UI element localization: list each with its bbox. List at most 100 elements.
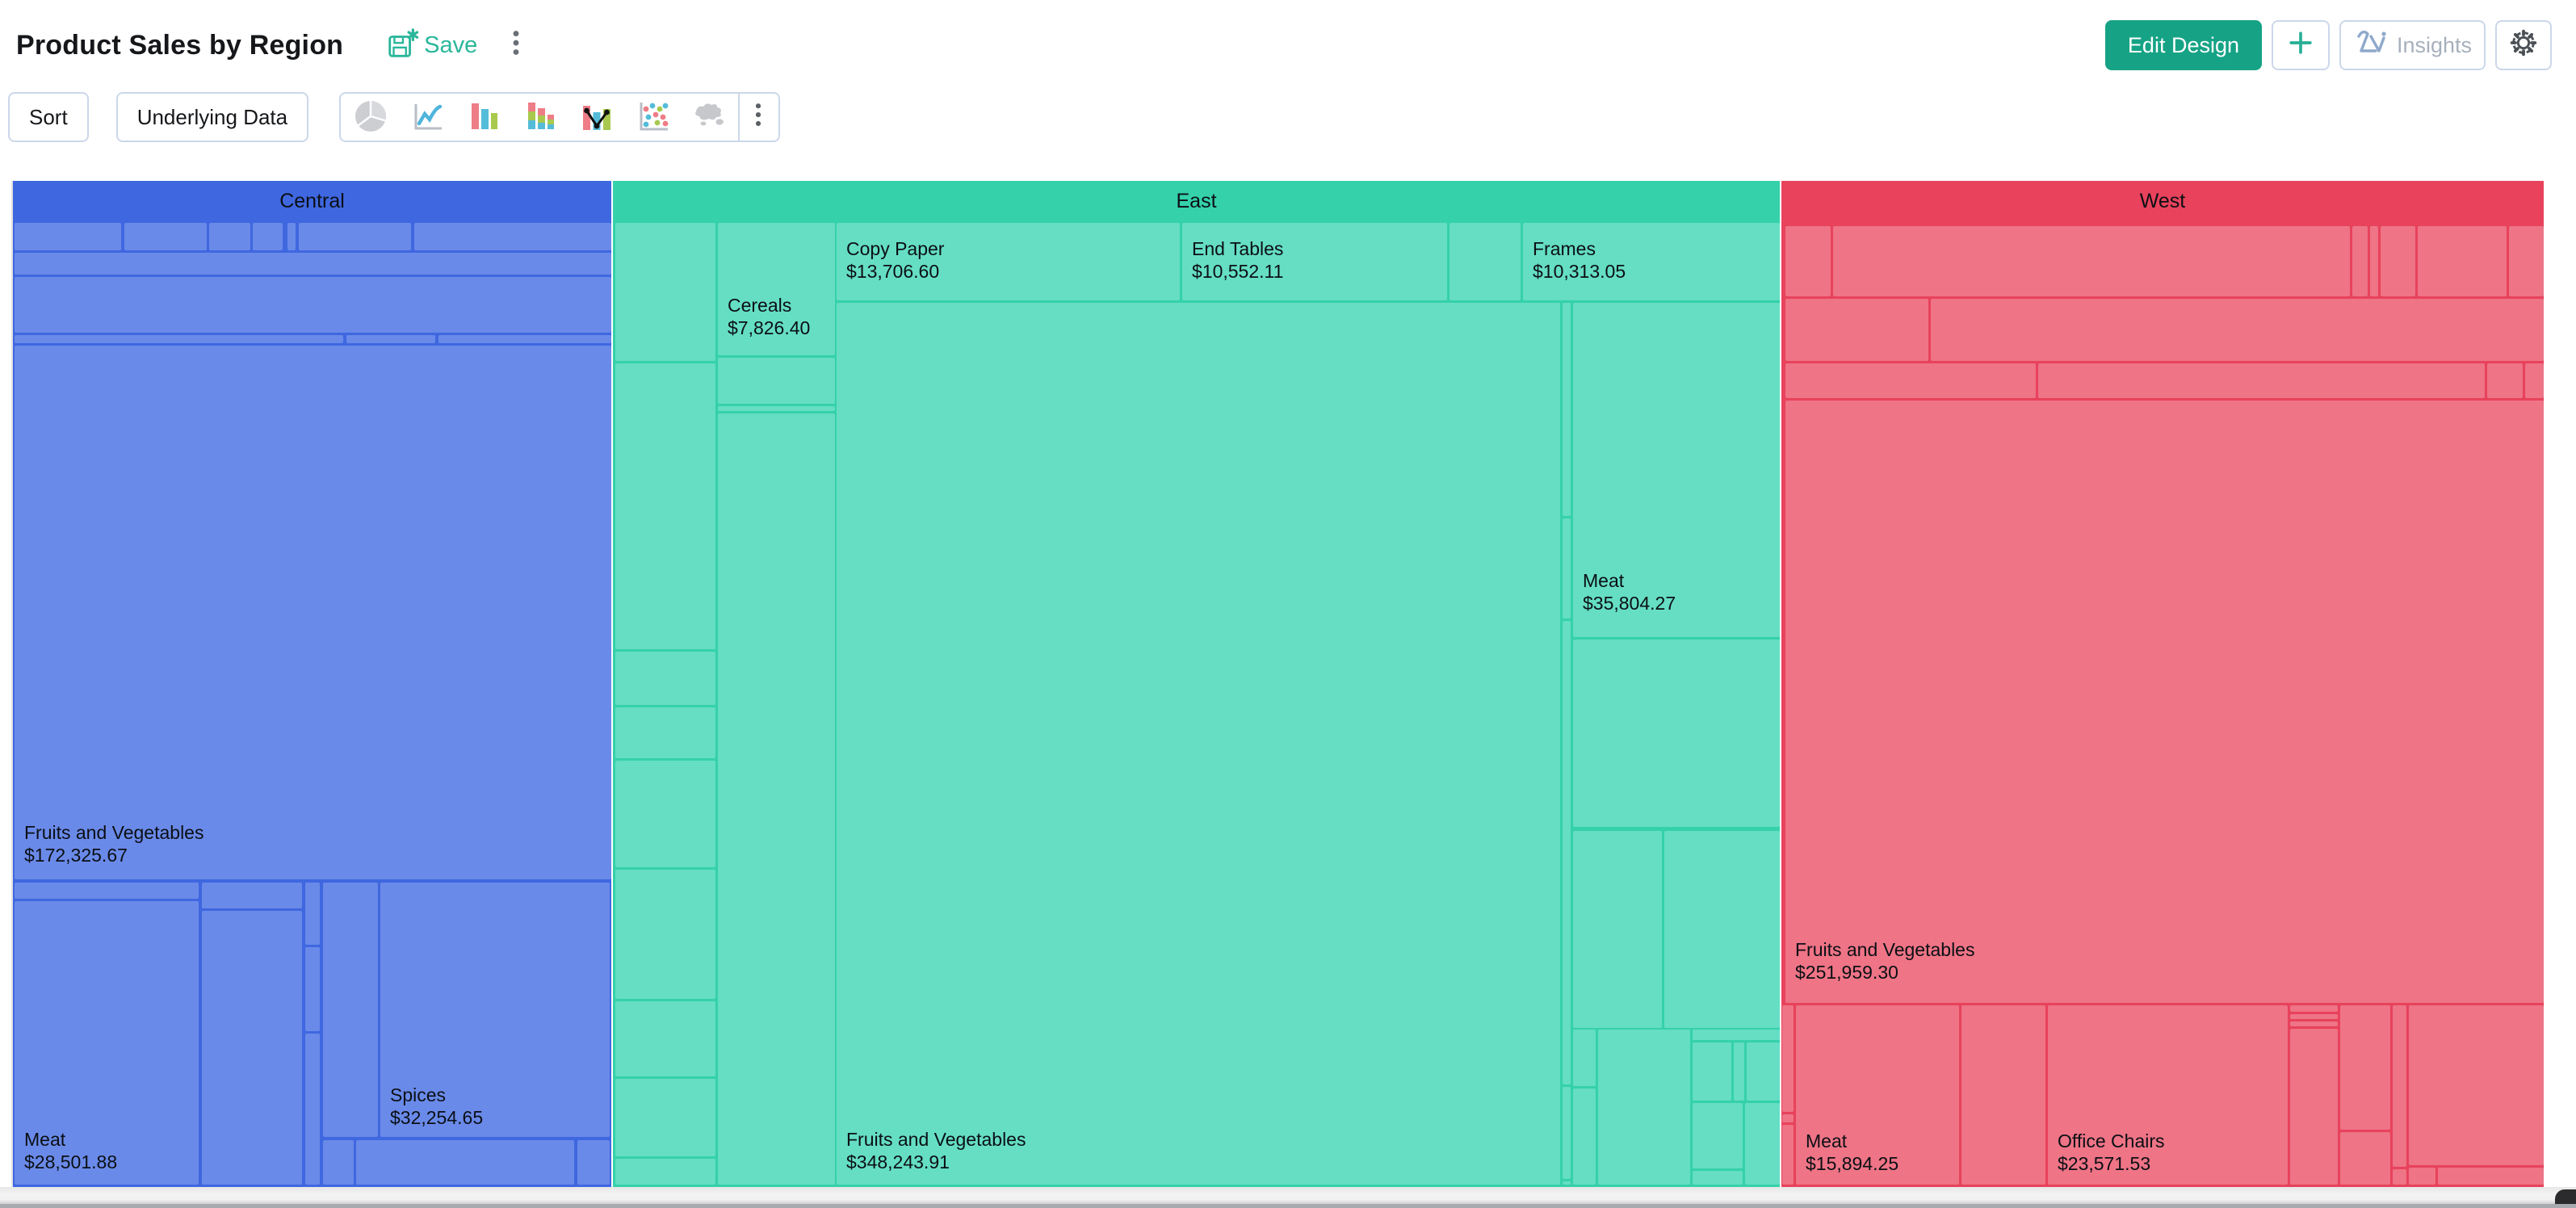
treemap-tile-west-fruits-and-vegetables[interactable]: Fruits and Vegetables $251,959.30 — [1785, 401, 2544, 1003]
treemap-tile[interactable] — [615, 363, 715, 649]
treemap-tile[interactable] — [615, 1079, 715, 1156]
scatter-plot-button[interactable] — [625, 94, 682, 140]
treemap-tile-east-fruits-and-vegetables[interactable]: Fruits and Vegetables $348,243.91 — [837, 303, 1560, 1185]
treemap-tile[interactable] — [718, 406, 835, 411]
treemap-tile[interactable] — [615, 707, 715, 758]
treemap-tile-central-meat[interactable]: Meat $28,501.88 — [15, 901, 199, 1185]
treemap-tile[interactable] — [718, 413, 835, 1185]
treemap-tile[interactable] — [346, 335, 435, 343]
insights-button[interactable]: Insights — [2339, 20, 2486, 70]
treemap-tile[interactable] — [202, 883, 302, 908]
treemap-tile[interactable] — [305, 947, 320, 1031]
treemap-tile[interactable] — [1598, 1030, 1690, 1185]
treemap-tile[interactable] — [299, 223, 411, 250]
treemap-tile[interactable] — [305, 883, 320, 945]
treemap-tile-east-cereals[interactable]: Cereals $7,826.40 — [718, 223, 835, 355]
treemap-tile[interactable] — [615, 870, 715, 999]
combo-chart-button[interactable] — [568, 94, 625, 140]
line-chart-button[interactable] — [399, 94, 455, 140]
treemap-tile[interactable] — [2340, 1132, 2390, 1185]
treemap-tile[interactable] — [2509, 226, 2544, 296]
treemap-tile[interactable] — [1785, 226, 1831, 296]
treemap-tile[interactable] — [2340, 1005, 2390, 1130]
treemap-tile[interactable] — [1782, 1005, 1794, 1112]
treemap-tile[interactable] — [209, 223, 250, 250]
treemap-tile[interactable] — [1745, 1103, 1780, 1185]
treemap-tile[interactable] — [2290, 1005, 2338, 1012]
treemap-tile-east-copy-paper[interactable]: Copy Paper $13,706.60 — [837, 223, 1180, 300]
treemap-tile[interactable] — [1734, 1042, 1744, 1101]
treemap-tile[interactable] — [253, 223, 283, 250]
treemap-tile[interactable] — [2290, 1021, 2338, 1026]
treemap-tile[interactable] — [414, 223, 611, 250]
treemap-tile[interactable] — [2038, 363, 2485, 398]
treemap-tile[interactable] — [615, 761, 715, 867]
treemap-tile-east-frames[interactable]: Frames $10,313.05 — [1523, 223, 1780, 300]
treemap-tile[interactable] — [2418, 226, 2507, 296]
edit-design-button[interactable]: Edit Design — [2104, 20, 2262, 70]
treemap-tile[interactable] — [1693, 1042, 1731, 1101]
treemap-tile[interactable] — [1961, 1005, 2045, 1185]
treemap-tile[interactable] — [2525, 363, 2544, 398]
treemap-tile[interactable] — [1573, 1030, 1596, 1086]
treemap-tile[interactable] — [15, 883, 199, 899]
treemap-tile[interactable] — [2409, 1005, 2544, 1165]
map-chart-button[interactable] — [682, 94, 738, 140]
treemap-tile[interactable] — [2393, 1169, 2406, 1185]
treemap-tile[interactable] — [2381, 226, 2415, 296]
stacked-bar-button[interactable] — [512, 94, 568, 140]
treemap-tile[interactable] — [615, 652, 715, 705]
treemap-tile[interactable] — [1785, 363, 2036, 398]
treemap-tile[interactable] — [15, 335, 343, 343]
treemap-tile-west-meat[interactable]: Meat $15,894.25 — [1796, 1005, 1959, 1185]
treemap-tile[interactable] — [15, 223, 121, 250]
treemap-tile-central-spices[interactable]: Spices $32,254.65 — [380, 883, 610, 1137]
treemap-tile[interactable] — [615, 1159, 715, 1185]
treemap-tile[interactable] — [615, 223, 715, 361]
treemap-tile[interactable] — [1664, 831, 1780, 1028]
treemap-tile[interactable] — [2409, 1168, 2435, 1185]
treemap-tile[interactable] — [2393, 1005, 2406, 1167]
treemap-tile[interactable] — [1693, 1103, 1743, 1168]
pie-chart-button[interactable] — [342, 94, 399, 140]
treemap-tile[interactable] — [323, 883, 378, 1137]
settings-button[interactable] — [2495, 20, 2552, 70]
treemap-tile[interactable] — [1573, 831, 1662, 1028]
treemap-tile[interactable] — [1833, 226, 2350, 296]
treemap-tile[interactable] — [1563, 1181, 1571, 1185]
treemap-tile[interactable] — [438, 335, 611, 343]
treemap-tile[interactable] — [1693, 1171, 1743, 1185]
treemap-tile[interactable] — [2438, 1168, 2544, 1185]
region-header-west[interactable]: West — [2139, 189, 2186, 212]
treemap-tile[interactable] — [305, 1034, 320, 1185]
treemap-tile-east-end-tables[interactable]: End Tables $10,552.11 — [1182, 223, 1447, 300]
treemap-tile[interactable] — [2290, 1029, 2338, 1185]
treemap-tile[interactable] — [1573, 640, 1780, 827]
treemap-tile-central-fruits-and-vegetables[interactable]: Fruits and Vegetables $172,325.67 — [15, 346, 611, 879]
treemap-tile[interactable] — [2487, 363, 2523, 398]
treemap-tile[interactable] — [1563, 1087, 1571, 1179]
treemap-tile[interactable] — [323, 1140, 354, 1185]
treemap-tile[interactable] — [287, 223, 296, 250]
treemap-tile-west-office-chairs[interactable]: Office Chairs $23,571.53 — [2048, 1005, 2288, 1185]
treemap-tile[interactable] — [2370, 226, 2378, 296]
chart-type-more-button[interactable] — [740, 94, 777, 140]
treemap-tile[interactable] — [1563, 621, 1571, 1084]
region-header-central[interactable]: Central — [279, 189, 345, 212]
treemap-tile[interactable] — [15, 277, 611, 333]
bar-chart-button[interactable] — [455, 94, 512, 140]
treemap-tile[interactable] — [615, 1001, 715, 1076]
save-button[interactable]: Save — [385, 28, 477, 62]
treemap-tile[interactable] — [1747, 1042, 1780, 1101]
add-button[interactable] — [2272, 20, 2330, 70]
horizontal-scrollbar[interactable] — [0, 1187, 2576, 1204]
treemap-tile[interactable] — [1563, 303, 1571, 516]
treemap-tile[interactable] — [202, 911, 302, 1185]
underlying-data-button[interactable]: Underlying Data — [115, 92, 309, 142]
treemap-tile[interactable] — [15, 253, 611, 275]
treemap-tile[interactable] — [1693, 1030, 1780, 1040]
treemap-tile[interactable] — [2352, 226, 2368, 296]
treemap-tile[interactable] — [1782, 1125, 1794, 1185]
treemap-tile[interactable] — [1931, 299, 2544, 361]
treemap-tile[interactable] — [2290, 1014, 2338, 1019]
